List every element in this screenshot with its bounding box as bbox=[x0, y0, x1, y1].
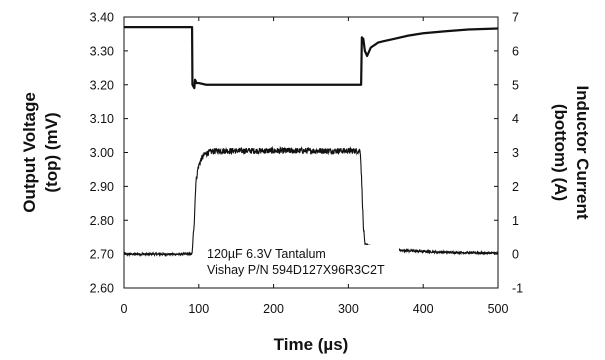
y-right-tick-label: 1 bbox=[512, 214, 519, 228]
annotation-line-2: Vishay P/N 594D127X96R3C2T bbox=[207, 263, 385, 277]
y-right-tick-label: 6 bbox=[512, 44, 519, 58]
annotation-box bbox=[203, 245, 399, 277]
x-tick-label: 100 bbox=[188, 302, 209, 316]
y-left-tick-label: 3.10 bbox=[90, 112, 114, 126]
y-right-axis-title-line-1: Inductor Current bbox=[573, 85, 592, 219]
annotation-layer: 120µF 6.3V Tantalum Vishay P/N 594D127X96… bbox=[203, 245, 399, 277]
x-axis-title: Time (µs) bbox=[274, 335, 349, 354]
y-left-axis-title-line-1: Output Voltage bbox=[20, 92, 39, 213]
y-right-tick-label: 5 bbox=[512, 78, 519, 92]
y-left-tick-label: 3.40 bbox=[90, 11, 114, 25]
annotation-line-1: 120µF 6.3V Tantalum bbox=[207, 247, 326, 261]
y-left-axis-title-line-2: (top) (mV) bbox=[42, 112, 61, 192]
y-right-axis-title-line-2: (bottom) (A) bbox=[551, 104, 570, 201]
x-tick-label: 300 bbox=[338, 302, 359, 316]
x-tick-label: 0 bbox=[121, 302, 128, 316]
x-tick-label: 400 bbox=[413, 302, 434, 316]
axis-title-layer: Time (µs) Output Voltage (top) (mV) Inducto… bbox=[20, 85, 592, 354]
y-left-tick-label: 2.90 bbox=[90, 180, 114, 194]
y-left-tick-label: 2.60 bbox=[90, 282, 114, 296]
y-right-tick-label: 2 bbox=[512, 180, 519, 194]
series-1-line bbox=[123, 145, 499, 258]
x-tick-label: 500 bbox=[488, 302, 509, 316]
tick-layer: 0 100 200 300 400 500 2.60 2.70 2.80 2.90 3.00 3.10… bbox=[90, 11, 524, 317]
y-right-tick-label: 3 bbox=[512, 146, 519, 160]
y-left-tick-label: 2.70 bbox=[90, 248, 114, 262]
y-right-tick-label: 7 bbox=[512, 11, 519, 25]
y-left-tick-label: 3.30 bbox=[90, 44, 114, 58]
y-right-tick-label: 0 bbox=[512, 248, 519, 262]
y-right-tick-label: 4 bbox=[512, 112, 519, 126]
x-tick-label: 200 bbox=[263, 302, 284, 316]
y-left-tick-label: 3.20 bbox=[90, 78, 114, 92]
y-left-tick-label: 3.00 bbox=[90, 146, 114, 160]
y-right-tick-label: -1 bbox=[512, 282, 523, 296]
series-0-line bbox=[124, 26, 499, 90]
trace-layer bbox=[123, 26, 499, 258]
y-left-tick-label: 2.80 bbox=[90, 214, 114, 228]
